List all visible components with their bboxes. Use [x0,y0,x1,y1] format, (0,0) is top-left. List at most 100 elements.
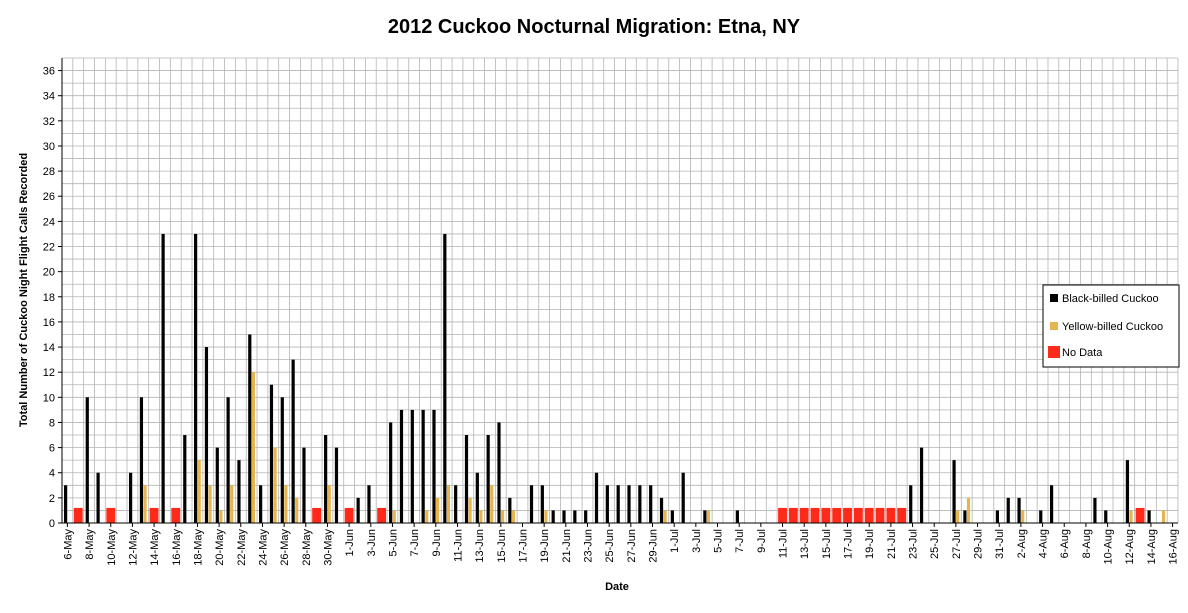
plot-area [62,58,1178,523]
x-tick-label: 10-Aug [1103,529,1115,564]
x-tick-label: 2-Aug [1016,529,1028,558]
x-tick-label: 28-May [301,529,313,566]
y-tick-label: 36 [43,66,55,78]
y-tick-label: 4 [49,468,55,480]
legend-item-no-data: No Data [1048,346,1103,359]
bar-yellow-billed [956,510,960,523]
x-tick-label: 10-May [106,529,118,566]
bar-black-billed [367,485,371,523]
bar-no-data [832,507,842,523]
bar-no-data [821,507,831,523]
x-tick-label: 15-Jul [821,529,833,559]
bar-black-billed [919,447,924,523]
bar-black-billed [649,485,653,523]
bar-no-data [778,507,787,523]
x-tick-label: 13-Jul [799,529,811,559]
bar-black-billed [410,409,414,523]
y-tick-label: 26 [43,191,55,203]
bar-black-billed [226,397,230,523]
bar-black-billed [129,472,133,523]
bar-black-billed [584,510,588,523]
bar-black-billed [735,510,739,523]
bar-no-data [875,507,885,523]
x-tick-label: 7-Jun [409,529,421,557]
bar-black-billed [659,497,664,523]
bar-black-billed [605,485,609,523]
bar-black-billed [432,409,436,523]
bar-yellow-billed [479,510,483,523]
bar-black-billed [497,422,501,523]
x-tick-label: 3-Jun [366,529,378,557]
x-tick-label: 1-Jul [669,529,681,553]
y-tick-label: 16 [43,317,55,329]
bar-no-data [886,507,896,523]
bar-black-billed [443,233,447,523]
bar-yellow-billed [208,485,212,523]
bar-black-billed [389,422,393,523]
y-tick-label: 28 [43,166,55,178]
bar-no-data [149,507,159,523]
x-tick-label: 19-Jun [539,529,551,563]
bar-black-billed [681,472,685,523]
bar-black-billed [909,485,913,523]
y-tick-label: 34 [43,91,55,103]
bar-black-billed [995,510,1000,523]
bar-black-billed [594,472,599,523]
bar-black-billed [508,497,512,523]
bar-yellow-billed [1129,510,1133,523]
bar-black-billed [562,510,566,523]
bar-yellow-billed [446,485,451,523]
y-tick-label: 22 [43,242,55,254]
bar-yellow-billed [273,447,277,523]
legend-label-black-billed: Black-billed Cuckoo [1062,293,1159,305]
bar-black-billed [85,397,89,523]
x-tick-label: 1-Jun [344,529,356,557]
x-tick-label: 29-Jun [648,529,660,563]
x-tick-label: 14-May [149,529,161,566]
bar-yellow-billed [511,510,516,523]
bar-black-billed [161,233,165,523]
grid-lines [61,57,1179,524]
x-tick-label: 11-Jun [452,529,464,562]
x-tick-label: 4-Aug [1038,529,1050,558]
x-tick-label: 31-Jul [994,529,1006,559]
bar-yellow-billed [435,497,440,523]
y-tick-label: 8 [49,417,55,429]
bar-black-billed [1093,497,1097,523]
x-tick-label: 22-May [236,529,248,566]
bar-black-billed [1017,497,1021,523]
legend-label-no-data: No Data [1062,347,1103,359]
chart-title: 2012 Cuckoo Nocturnal Migration: Etna, N… [388,16,801,38]
x-tick-label: 16-Aug [1168,529,1180,564]
bar-black-billed [1049,485,1054,523]
bar-no-data [799,507,809,523]
x-tick-label: 8-May [84,529,96,560]
bar-no-data [843,507,852,523]
x-tick-label: 19-Jul [864,529,876,559]
bar-black-billed [248,334,252,523]
bar-no-data [106,507,116,523]
x-tick-label: 9-Jul [756,529,768,553]
y-tick-label: 20 [43,267,55,279]
y-tick-label: 18 [43,292,55,304]
x-tick-label: 12-Aug [1124,529,1136,564]
bar-black-billed [1039,510,1043,523]
bar-yellow-billed [966,497,971,523]
bar-black-billed [952,460,956,523]
bar-black-billed [194,233,198,523]
bar-black-billed [302,447,306,523]
bar-black-billed [421,409,425,523]
bars-group [64,233,1166,523]
bar-no-data [344,507,354,523]
bar-black-billed [454,485,458,523]
y-tick-label: 0 [49,518,55,530]
legend-box [1042,284,1180,368]
x-tick-label: 6-Aug [1059,529,1071,558]
bar-no-data [73,507,83,523]
bar-no-data [171,507,181,523]
x-tick-label: 5-Jun [387,529,399,557]
x-tick-label: 8-Aug [1081,529,1093,558]
bar-black-billed [616,485,620,523]
x-tick-label: 7-Jul [734,529,746,553]
